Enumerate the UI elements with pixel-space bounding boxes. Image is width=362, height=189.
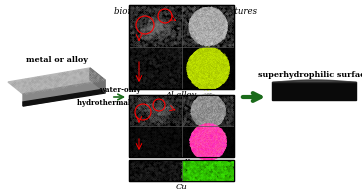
Text: superhydrophilic surface: superhydrophilic surface <box>258 71 362 79</box>
Polygon shape <box>23 80 105 106</box>
Text: hydrothermal process: hydrothermal process <box>76 99 163 107</box>
Bar <box>129 95 234 157</box>
Text: metal or alloy: metal or alloy <box>26 56 88 64</box>
Polygon shape <box>8 68 105 94</box>
Text: biomimetic micronanostructures: biomimetic micronanostructures <box>114 7 257 16</box>
Polygon shape <box>23 89 105 106</box>
Bar <box>129 5 234 89</box>
Polygon shape <box>90 68 105 92</box>
Bar <box>129 95 234 157</box>
Bar <box>129 5 234 89</box>
Text: Mg alloy: Mg alloy <box>163 159 200 167</box>
Text: water-only: water-only <box>99 86 140 94</box>
Text: Cu: Cu <box>176 183 188 189</box>
Bar <box>129 160 234 181</box>
Bar <box>129 160 234 181</box>
Text: Al alloy: Al alloy <box>166 91 197 99</box>
Bar <box>272 82 356 100</box>
